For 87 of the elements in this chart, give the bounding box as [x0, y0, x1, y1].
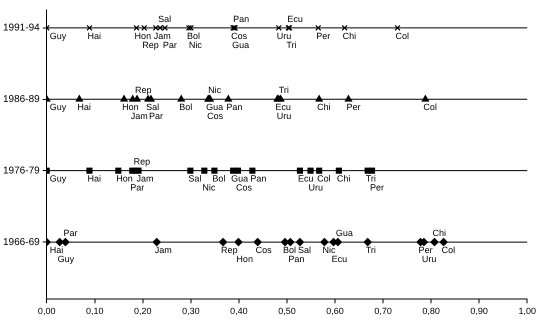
data-label: Cos: [256, 245, 272, 256]
data-label: Ecu: [298, 174, 314, 184]
data-label: Gua: [232, 40, 250, 50]
data-label: Sal: [188, 174, 202, 184]
data-label: Pan: [250, 174, 266, 184]
data-label: Bol: [212, 174, 226, 184]
data-label: Sal: [158, 14, 172, 24]
data-label: Guy: [50, 30, 67, 41]
data-label: Sal: [146, 102, 160, 112]
data-label: Par: [148, 111, 163, 122]
data-label: Bol: [186, 30, 200, 41]
data-label: Tri: [366, 245, 376, 256]
data-label: Hon: [116, 174, 133, 184]
data-label: Col: [442, 245, 456, 256]
data-label: Tri: [286, 40, 297, 50]
data-label: Jam: [130, 111, 148, 122]
data-label: Rep: [221, 245, 238, 256]
data-label: Jam: [136, 174, 154, 184]
data-label: Hai: [87, 30, 101, 41]
data-label: Col: [395, 30, 410, 41]
data-label: Par: [63, 228, 78, 238]
data-label: Chi: [342, 30, 356, 41]
data-label: Gua: [336, 228, 353, 238]
x-tick-label: 0,80: [422, 306, 440, 316]
data-label: Uru: [422, 254, 436, 264]
data-label: Guy: [50, 174, 67, 184]
data-label: Bol: [283, 245, 296, 256]
data-label: Hon: [134, 30, 152, 41]
data-label: Col: [423, 102, 437, 112]
data-label: Nic: [188, 40, 202, 50]
data-label: Ecu: [275, 102, 291, 112]
x-tick-label: 0,40: [230, 306, 248, 316]
data-label: Chi: [432, 228, 446, 238]
data-label: Gua: [231, 174, 248, 184]
data-label: Uru: [276, 111, 292, 122]
x-tick-label: 0,70: [374, 306, 392, 316]
data-label: Pan: [233, 14, 250, 24]
data-label: Hai: [77, 102, 91, 112]
data-label: Nic: [322, 245, 336, 256]
data-label: Tri: [366, 174, 376, 184]
data-label: Cos: [231, 30, 248, 41]
y-tick-label: 1976-79: [2, 165, 40, 176]
y-tick-label: 1991-94: [2, 22, 40, 34]
data-label: Par: [130, 182, 144, 193]
y-tick-label: 1966-69: [2, 236, 40, 248]
data-label: Hon: [122, 102, 139, 112]
x-tick-label: 0,50: [278, 306, 296, 316]
data-label: Hai: [50, 245, 64, 256]
data-label: Per: [316, 30, 330, 41]
x-tick-label: 0,10: [86, 306, 104, 316]
data-label: Per: [418, 245, 433, 256]
data-label: Uru: [308, 182, 324, 193]
x-tick-label: 0,90: [470, 306, 488, 316]
data-label: Jam: [154, 30, 171, 41]
data-label: Hai: [87, 174, 101, 184]
x-tick-label: 0,60: [326, 306, 344, 316]
data-label: Guy: [50, 102, 67, 112]
data-label: Gua: [206, 102, 224, 112]
data-label: Per: [370, 182, 384, 193]
data-label: Rep: [135, 85, 152, 96]
data-label: Cos: [207, 111, 224, 122]
data-label: Nic: [202, 182, 216, 193]
data-label: Ecu: [287, 14, 303, 24]
data-label: Cos: [236, 182, 252, 193]
y-tick-label: 1986-89: [2, 94, 40, 106]
data-label: Sal: [298, 245, 311, 256]
data-label: Pan: [288, 254, 304, 264]
data-label: Nic: [208, 85, 222, 96]
data-label: Rep: [142, 40, 159, 50]
data-label: Ecu: [332, 254, 348, 264]
data-label: Col: [317, 174, 331, 184]
data-label: Chi: [336, 174, 350, 184]
data-label: Par: [162, 40, 177, 50]
data-label: Hon: [236, 254, 253, 264]
data-label: Tri: [278, 85, 289, 96]
data-label: Rep: [134, 156, 150, 167]
data-label: Jam: [154, 245, 172, 256]
data-label: Chi: [317, 102, 331, 112]
data-label: Uru: [276, 30, 292, 41]
data-label: Pan: [226, 102, 242, 112]
x-tick-label: 1,00: [518, 306, 536, 316]
x-tick-label: 0,00: [38, 306, 56, 316]
x-tick-label: 0,30: [182, 306, 200, 316]
data-label: Bol: [179, 102, 192, 112]
data-label: Guy: [58, 254, 75, 264]
x-tick-label: 0,20: [134, 306, 152, 316]
data-label: Per: [346, 102, 360, 112]
